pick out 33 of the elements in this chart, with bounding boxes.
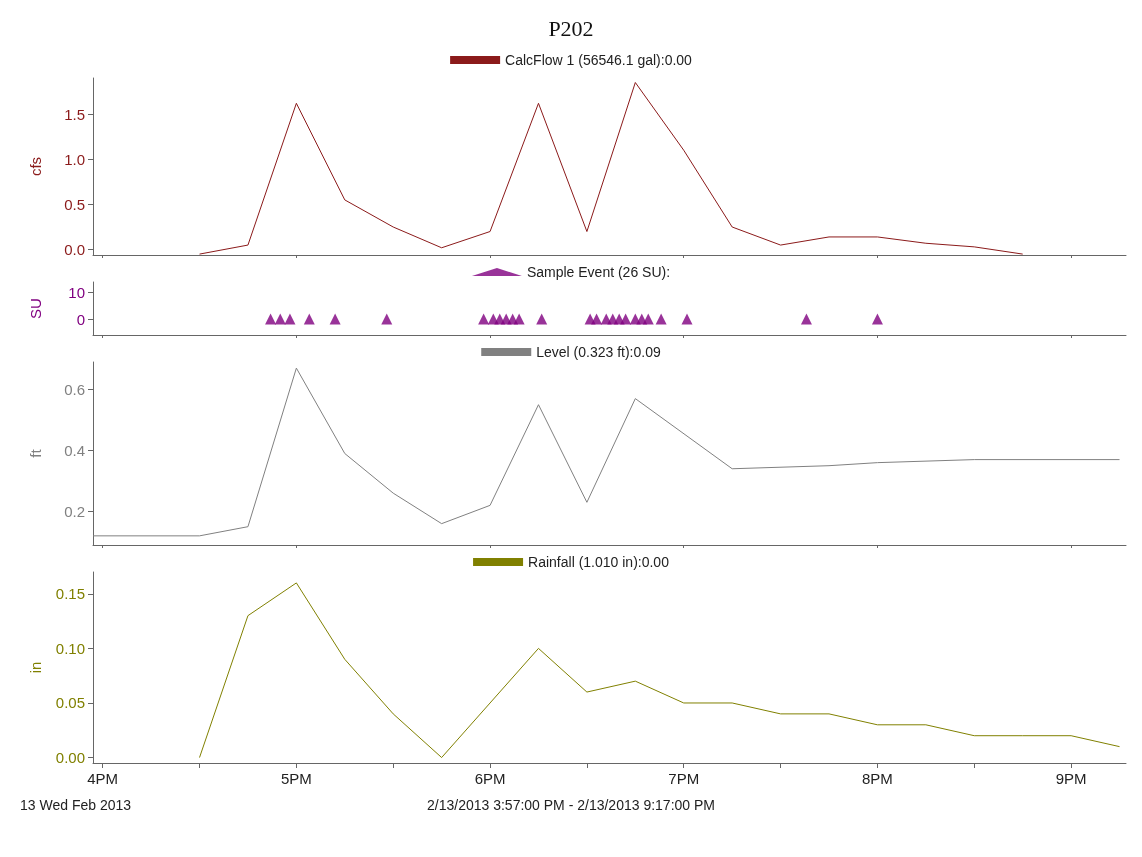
y-tick-label: 0.6 xyxy=(64,380,85,398)
text: 13 Wed Feb 2013 xyxy=(20,797,132,813)
legend-label: Sample Event (26 SU): xyxy=(526,264,671,280)
legend-label: CalcFlow 1 (56546.1 gal):0.00 xyxy=(505,52,693,68)
y-tick-label: 1.0 xyxy=(64,150,85,168)
x-tick-label: 7PM xyxy=(668,770,700,787)
y-tick-label: 0.10 xyxy=(55,639,85,657)
x-tick-label: 4PM xyxy=(87,770,119,787)
y-tick-label: 10 xyxy=(68,284,85,302)
y-tick-label: 0.0 xyxy=(64,241,85,259)
x-tick-label: 9PM xyxy=(1055,770,1087,787)
y-tick-label: 0.05 xyxy=(55,694,85,712)
y-axis-title: in xyxy=(27,661,44,674)
y-axis-title: cfs xyxy=(27,156,44,177)
y-tick-label: 0.15 xyxy=(55,585,85,603)
legend-label: Level (0.323 ft):0.09 xyxy=(536,344,661,360)
y-tick-label: 1.5 xyxy=(64,105,85,123)
x-tick-label: 8PM xyxy=(862,770,893,787)
y-tick-label: 0.00 xyxy=(55,749,85,767)
text: 2/13/2013 3:57:00 PM - 2/13/2013 9:17:00 PM xyxy=(427,797,715,813)
line-series xyxy=(199,82,1024,255)
y-tick-label: 0.4 xyxy=(64,441,85,459)
legend-label: Rainfall (1.010 in):0.00 xyxy=(528,554,670,570)
line-series xyxy=(199,582,1121,759)
line-series xyxy=(92,367,1121,537)
chart-title: P202 xyxy=(548,15,594,41)
y-tick-label: 0.2 xyxy=(64,502,85,520)
y-axis-title: SU xyxy=(27,298,44,319)
y-tick-label: 0.5 xyxy=(64,195,85,213)
x-tick-label: 6PM xyxy=(474,770,506,787)
x-tick-label: 5PM xyxy=(280,770,312,787)
y-axis-title: ft xyxy=(27,448,44,458)
y-tick-label: 0 xyxy=(76,310,85,328)
